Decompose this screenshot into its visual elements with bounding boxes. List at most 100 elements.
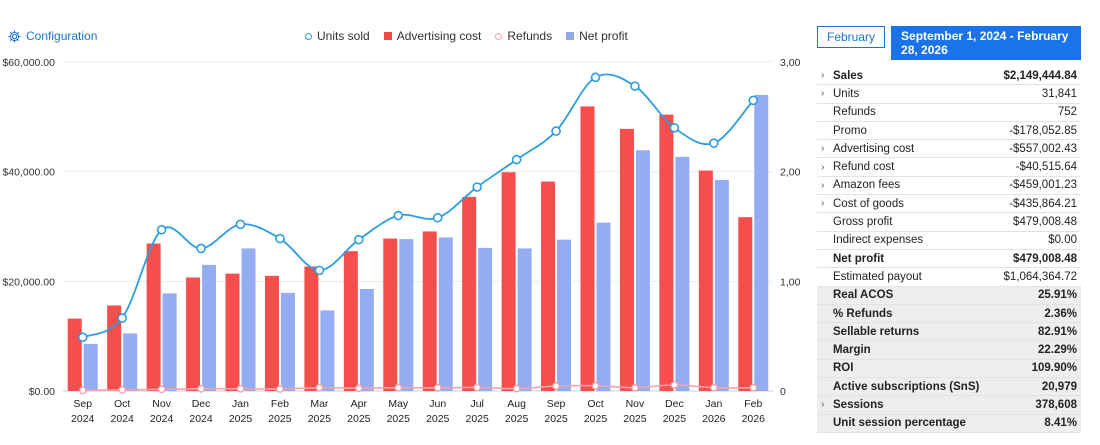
metric-label: Sales (833, 69, 864, 82)
metric-label: Sessions (833, 398, 884, 411)
metric-value: 25.91% (1037, 289, 1077, 302)
metric-label: Net profit (833, 252, 885, 265)
metric-row-net-profit: Net profit $479,008.48 (817, 250, 1081, 269)
chevron-right-icon[interactable]: › (821, 399, 825, 411)
legend-label: Advertising cost (396, 29, 482, 43)
metric-value: 8.41% (1044, 417, 1077, 430)
bar-advertising-cost (67, 318, 82, 391)
combo-chart: $0.00 $20,000.00 $40,000.00 $60,000.00 0 1,00… (2, 57, 800, 425)
legend-label: Refunds (507, 29, 553, 43)
bar-advertising-cost (422, 231, 437, 391)
metric-row-advertising-cost[interactable]: › Advertising cost -$557,002.43 (817, 140, 1081, 159)
units-sold-point (511, 154, 522, 165)
bar-advertising-cost (501, 172, 516, 391)
chevron-right-icon[interactable]: › (821, 161, 825, 173)
refunds-point (315, 383, 324, 392)
chevron-right-icon[interactable]: › (821, 179, 825, 191)
x-tick-month: Oct (114, 398, 130, 410)
bar-advertising-cost (264, 275, 279, 391)
chevron-right-icon[interactable]: › (821, 88, 825, 100)
x-tick-month: Jun (429, 398, 446, 410)
configuration-button[interactable]: Configuration (8, 29, 97, 43)
metrics-table: › Sales $2,149,444.84 › Units 31,841 Refunds 75… (817, 67, 1081, 433)
refunds-point (552, 382, 560, 390)
metric-row-cost-of-goods[interactable]: › Cost of goods -$435,864.21 (817, 195, 1081, 214)
metric-label: Promo (833, 124, 867, 137)
metric-label: Advertising cost (833, 142, 915, 155)
metric-row-refunds: % Refunds 2.36% (817, 304, 1081, 324)
chart-legend: Units sold Advertising cost Refunds Net pro… (305, 29, 628, 43)
y-right-tick-label: 0 (780, 386, 786, 398)
metric-label: Refund cost (833, 161, 895, 174)
metric-value: 378,608 (1035, 398, 1077, 411)
bar-net-profit (675, 156, 690, 391)
y-left-tick-label: $40,000.00 (2, 167, 55, 179)
refunds-point (631, 383, 639, 392)
chevron-right-icon[interactable]: › (821, 198, 825, 210)
bar-net-profit (517, 248, 532, 391)
x-tick-year: 2025 (544, 413, 568, 425)
x-tick-month: Nov (626, 398, 645, 410)
x-tick-month: Oct (587, 398, 603, 410)
refunds-point (749, 383, 758, 392)
units-sold-point (669, 123, 680, 133)
units-sold-point (275, 233, 285, 244)
metric-row-sessions[interactable]: › Sessions 378,608 (817, 396, 1081, 415)
bar-advertising-cost (580, 106, 595, 391)
x-tick-month: Apr (351, 398, 368, 410)
gear-icon (8, 29, 21, 43)
x-tick-year: 2026 (702, 413, 726, 425)
x-tick-month: Dec (192, 398, 211, 410)
units-sold-point (196, 243, 206, 254)
x-tick-year: 2024 (71, 413, 95, 425)
x-tick-month: Jul (470, 398, 483, 410)
metric-row-sales[interactable]: › Sales $2,149,444.84 (817, 67, 1081, 86)
bar-net-profit (202, 264, 217, 391)
metric-row-margin: Margin 22.29% (817, 341, 1081, 360)
bar-advertising-cost (619, 128, 634, 391)
metric-row-refunds: Refunds 752 (817, 104, 1081, 122)
units-sold-point (630, 81, 640, 91)
legend-item-net-profit[interactable]: Net profit (566, 29, 628, 43)
legend-label: Net profit (579, 29, 628, 43)
metric-value: $479,008.48 (1013, 216, 1077, 229)
units-sold-point (156, 224, 167, 235)
metric-value: 20,979 (1041, 380, 1077, 393)
chevron-right-icon[interactable]: › (821, 143, 825, 155)
metric-label: Gross profit (833, 216, 893, 229)
metric-value: 752 (1057, 106, 1077, 119)
date-range-button[interactable]: September 1, 2024 - February 28, 2026 (891, 26, 1081, 60)
legend-item-units-sold[interactable]: Units sold (305, 29, 370, 43)
legend-item-refunds[interactable]: Refunds (495, 29, 552, 43)
metric-row-amazon-fees[interactable]: › Amazon fees -$459,001.23 (817, 177, 1081, 196)
metric-label: Amazon fees (833, 179, 901, 192)
y-left-tick-label: $0.00 (29, 386, 55, 398)
units-sold-point (235, 219, 246, 230)
legend-item-advertising-cost[interactable]: Advertising cost (383, 29, 482, 43)
x-tick-month: Sep (73, 398, 92, 410)
x-tick-year: 2025 (347, 413, 371, 425)
metric-value: -$459,001.23 (1009, 179, 1077, 192)
metric-value: 109.90% (1031, 362, 1077, 375)
x-tick-month: Mar (310, 398, 329, 410)
metric-value: -$557,002.43 (1009, 142, 1077, 155)
bar-advertising-cost (659, 114, 674, 391)
bar-net-profit (557, 239, 572, 391)
metric-value: $1,064,364.72 (1003, 270, 1077, 283)
metric-value: $0.00 (1048, 234, 1077, 247)
metric-row-active-subscriptions-sns: Active subscriptions (SnS) 20,979 (817, 378, 1081, 397)
metric-label: Real ACOS (833, 289, 894, 302)
chevron-right-icon[interactable]: › (821, 70, 825, 82)
month-button[interactable]: February (817, 26, 886, 48)
y-right-tick-label: 3,000 (780, 57, 800, 69)
units-sold-point (432, 212, 443, 223)
bar-net-profit (83, 343, 98, 391)
metric-row-units[interactable]: › Units 31,841 (817, 85, 1081, 104)
x-tick-year: 2026 (742, 413, 766, 425)
metric-row-refund-cost[interactable]: › Refund cost -$40,515.64 (817, 158, 1081, 177)
bar-advertising-cost (462, 196, 477, 391)
bar-net-profit (280, 292, 295, 391)
metric-value: $2,149,444.84 (1003, 69, 1077, 82)
metric-label: Cost of goods (833, 197, 904, 210)
x-tick-year: 2025 (268, 413, 292, 425)
